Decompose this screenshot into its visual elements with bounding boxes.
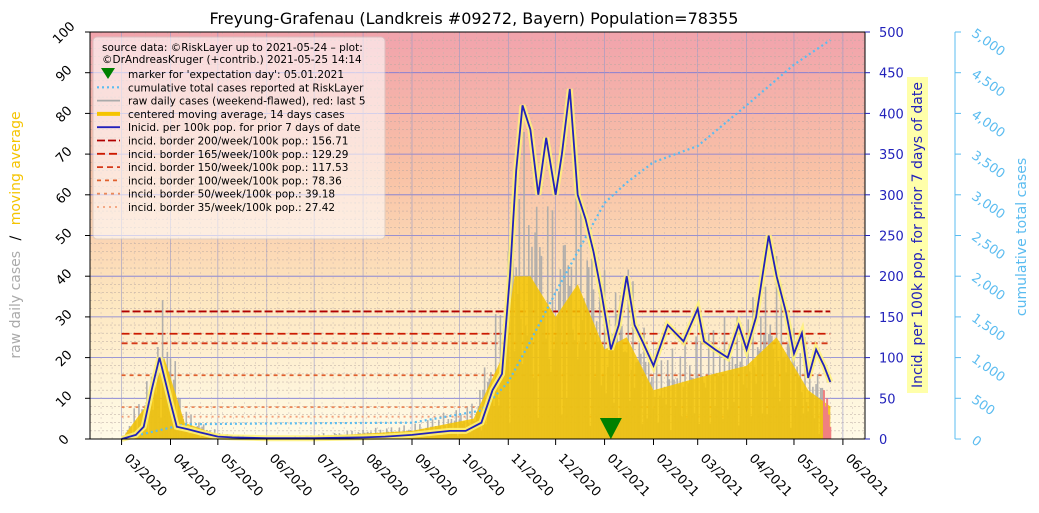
- incidence-tick-label: 100: [879, 352, 904, 367]
- left-axis-label-raw: raw daily cases: [8, 251, 24, 359]
- x-tick-label: 05/2020: [217, 451, 266, 500]
- left-tick-label: 10: [53, 389, 75, 411]
- incidence-tick-label: 250: [879, 230, 904, 245]
- cumulative-line: [121, 39, 831, 441]
- legend-entry-label: centered moving average, 14 days cases: [128, 109, 345, 121]
- incidence-line: [121, 88, 832, 440]
- incidence-axis-label-bg: [907, 77, 928, 393]
- left-tick-label: 0: [56, 432, 72, 448]
- legend-entry-label: incid. border 165/week/100k pop.: 129.29: [128, 149, 348, 161]
- last-five-raw-days: [822, 390, 832, 439]
- cumulative-tick-label: 3,500: [968, 148, 1007, 182]
- x-tick-label: 11/2020: [507, 451, 556, 500]
- left-tick-label: 90: [53, 63, 75, 85]
- legend-entry-label: incid. border 150/week/100k pop.: 117.53: [128, 162, 348, 174]
- cumulative-tick-label: 3,000: [968, 189, 1007, 223]
- left-axis: 0 10 20 30 40 50 60 70 80 90 100: [50, 19, 90, 449]
- x-tick-label: 05/2021: [793, 451, 842, 500]
- cumulative-tick-label: 500: [968, 393, 997, 420]
- incidence-axis-label: Incid. per 100k pop. for prior 7 days of…: [910, 82, 926, 388]
- cumulative-tick-label: 4,000: [968, 108, 1007, 142]
- legend-entries: marker for 'expectation day': 05.01.2021…: [97, 68, 366, 214]
- incidence-axis: 0 50 100 150 200 250 300 350 400 450 500: [865, 26, 904, 448]
- cumulative-axis: 0 500 1,000 1,500 2,000 2,500 3,000 3,500 4,000 4…: [954, 26, 1008, 450]
- moving-average-area: [121, 276, 831, 439]
- legend-entry-label: incid. border 35/week/100k pop.: 27.42: [128, 202, 335, 214]
- left-tick-label: 80: [53, 104, 75, 126]
- incidence-tick-label: 150: [879, 311, 904, 326]
- legend-entry-label: incid. border 200/week/100k pop.: 156.71: [128, 136, 348, 148]
- expectation-day-marker: [599, 418, 622, 439]
- cumulative-tick-label: 1,500: [968, 311, 1007, 345]
- incidence-tick-label: 0: [879, 433, 887, 448]
- left-axis-label-sep: /: [8, 235, 24, 240]
- x-tick-label: 06/2020: [266, 451, 315, 500]
- left-tick-label: 40: [53, 266, 75, 288]
- legend-entry-label: raw daily cases (weekend-flawed), red: l…: [128, 96, 366, 108]
- legend-credit: ©DrAndreasKruger (+contrib.) 2021-05-25 …: [102, 54, 362, 66]
- x-tick-label: 03/2020: [121, 451, 170, 500]
- incidence-tick-label: 450: [879, 67, 904, 82]
- x-tick-label: 09/2020: [411, 451, 460, 500]
- legend-box: [92, 36, 386, 240]
- incidence-tick-label: 350: [879, 148, 904, 163]
- x-tick-label: 01/2021: [604, 451, 653, 500]
- left-tick-label: 60: [53, 185, 75, 207]
- x-tick-label: 10/2020: [459, 451, 508, 500]
- left-tick-label: 70: [53, 144, 75, 166]
- left-tick-label: 20: [53, 348, 75, 370]
- legend-entry-label: Inicid. per 100k pop. for prior 7 days o…: [128, 122, 360, 134]
- cumulative-axis-label: cumulative total cases: [1014, 158, 1030, 316]
- left-axis-label: raw daily cases / moving average: [8, 111, 24, 358]
- cumulative-tick-label: 2,500: [968, 230, 1007, 264]
- left-tick-label: 30: [53, 307, 75, 329]
- x-tick-label: 08/2020: [362, 451, 411, 500]
- incidence-tick-label: 200: [879, 270, 904, 285]
- x-tick-label: 07/2020: [313, 451, 362, 500]
- legend-entry-label: incid. border 50/week/100k pop.: 39.18: [128, 189, 335, 201]
- x-tick-label: 04/2020: [170, 451, 219, 500]
- cumulative-tick-label: 5,000: [968, 26, 1007, 60]
- x-tick-label: 12/2020: [555, 451, 604, 500]
- x-tick-label: 06/2021: [842, 451, 891, 500]
- incidence-tick-label: 300: [879, 189, 904, 204]
- cumulative-tick-label: 1,000: [968, 352, 1007, 386]
- legend-marker-icon: [101, 68, 115, 79]
- chart-title: Freyung-Grafenau (Landkreis #09272, Baye…: [210, 9, 739, 28]
- legend-entry-label: cumulative total cases reported at RiskL…: [128, 82, 364, 94]
- incidence-tick-label: 400: [879, 107, 904, 122]
- cumulative-tick-label: 4,500: [968, 67, 1007, 101]
- cumulative-tick-label: 2,000: [968, 270, 1007, 304]
- legend-entry-label: incid. border 100/week/100k pop.: 78.36: [128, 175, 342, 187]
- incidence-tick-label: 50: [879, 392, 896, 407]
- left-tick-label: 50: [53, 226, 75, 248]
- x-tick-label: 02/2021: [653, 451, 702, 500]
- x-tick-label: 03/2021: [697, 451, 746, 500]
- left-tick-label: 100: [50, 19, 78, 47]
- legend: source data: ©RiskLayer up to 2021-05-24…: [92, 36, 386, 240]
- x-tick-label: 04/2021: [746, 451, 795, 500]
- legend-entry-label: marker for 'expectation day': 05.01.2021: [128, 69, 344, 81]
- left-axis-label-avg: moving average: [8, 111, 24, 225]
- cumulative-tick-label: 0: [968, 433, 983, 450]
- legend-source: source data: ©RiskLayer up to 2021-05-24…: [102, 42, 363, 54]
- incidence-tick-label: 500: [879, 26, 904, 41]
